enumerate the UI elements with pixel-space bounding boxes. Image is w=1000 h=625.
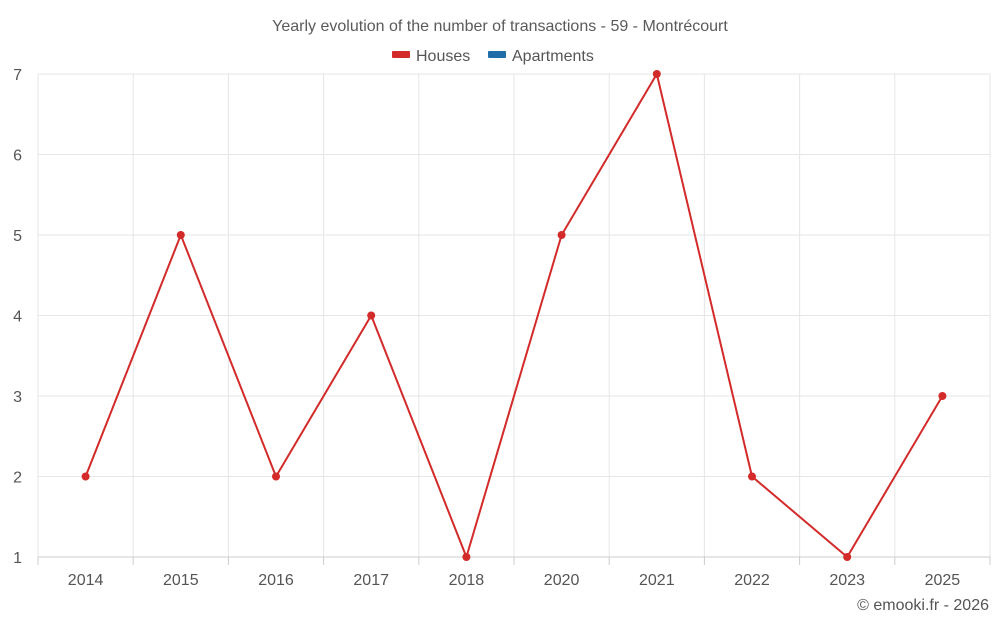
- y-tick-label: 3: [13, 389, 22, 406]
- x-tick-label: 2025: [925, 572, 961, 589]
- data-point-houses[interactable]: [462, 553, 471, 561]
- data-point-houses[interactable]: [557, 231, 566, 239]
- legend-label-apartments: Apartments: [512, 48, 594, 65]
- grid: [37, 73, 991, 558]
- legend-swatch-houses: [392, 51, 410, 58]
- series-houses: [81, 70, 947, 561]
- x-tick-label: 2017: [353, 572, 389, 589]
- series-line-houses: [84, 73, 944, 558]
- x-tick-label: 2016: [258, 572, 294, 589]
- y-tick-label: 1: [13, 550, 22, 567]
- x-tick-label: 2022: [734, 572, 770, 589]
- x-tick-label: 2021: [639, 572, 675, 589]
- x-tick-label: 2020: [544, 572, 580, 589]
- data-point-houses[interactable]: [367, 311, 376, 320]
- y-tick-label: 6: [13, 148, 22, 165]
- data-point-houses[interactable]: [748, 472, 756, 481]
- legend-swatch-apartments: [488, 51, 506, 58]
- x-tick-label: 2015: [163, 572, 199, 589]
- data-point-houses[interactable]: [843, 553, 852, 561]
- legend-item-apartments[interactable]: Apartments: [488, 48, 594, 65]
- x-axis-ticks: 2014 2015 2016 2017 2018 2020 2021 2022 2023 2025: [68, 572, 960, 589]
- y-tick-label: 7: [13, 67, 22, 84]
- x-tick-label: 2018: [449, 572, 485, 589]
- x-tick-label: 2014: [68, 572, 104, 589]
- y-tick-label: 4: [13, 309, 22, 326]
- axes: [37, 556, 991, 565]
- data-point-houses[interactable]: [272, 472, 280, 481]
- data-point-houses[interactable]: [176, 231, 185, 239]
- y-tick-label: 2: [13, 470, 22, 487]
- data-point-houses[interactable]: [652, 70, 661, 78]
- legend: Houses Apartments: [392, 48, 594, 65]
- data-point-houses[interactable]: [938, 392, 947, 400]
- x-tick-label: 2023: [829, 572, 865, 589]
- chart-title: Yearly evolution of the number of transa…: [272, 18, 728, 35]
- data-point-houses[interactable]: [81, 472, 90, 481]
- legend-item-houses[interactable]: Houses: [392, 48, 470, 65]
- y-tick-label: 5: [13, 228, 22, 245]
- y-axis-ticks: 1 2 3 4 5 6 7: [13, 67, 22, 567]
- legend-label-houses: Houses: [416, 48, 470, 65]
- credit-text: © emooki.fr - 2026: [857, 597, 989, 614]
